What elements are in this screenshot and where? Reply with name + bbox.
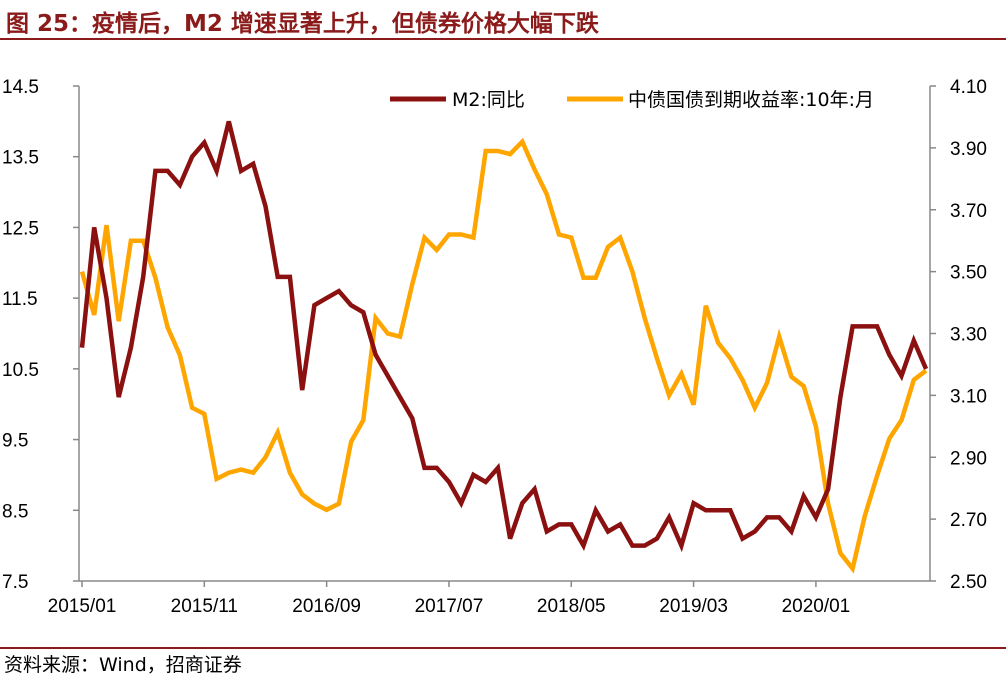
source-rule (0, 647, 1006, 649)
right-tick-label: 3.70 (950, 201, 987, 222)
yield-series-line (79, 137, 928, 574)
x-tick-label: 2015/01 (48, 596, 117, 617)
left-tick-label: 10.5 (2, 360, 39, 381)
x-tick-label: 2019/03 (659, 596, 728, 617)
legend-label-yield: 中债国债到期收益率:10年:月 (628, 89, 874, 111)
left-tick-label: 11.5 (2, 289, 38, 310)
left-tick-label: 12.5 (2, 218, 39, 239)
right-tick-label: 3.10 (950, 386, 987, 407)
left-tick-label: 8.5 (2, 501, 28, 522)
right-tick-label: 2.50 (950, 572, 987, 593)
legend: M2:同比 中债国债到期收益率:10年:月 (390, 89, 874, 111)
left-tick-label: 14.5 (2, 77, 39, 98)
x-tick-label: 2017/07 (415, 596, 484, 617)
title-rule (0, 38, 1006, 40)
right-tick-label: 4.10 (950, 77, 987, 98)
m2-series-line (79, 120, 929, 553)
right-tick-label: 2.70 (950, 510, 987, 531)
x-tick-label: 2015/11 (171, 596, 238, 617)
right-tick-label: 3.50 (950, 263, 987, 284)
right-tick-label: 3.90 (950, 139, 987, 160)
legend-label-m2: M2:同比 (452, 89, 525, 111)
x-tick-label: 2018/05 (537, 596, 606, 617)
left-tick-label: 13.5 (2, 148, 39, 169)
chart-title: 图 25：疫情后，M2 增速显著上升，但债券价格大幅下跌 (6, 11, 599, 37)
left-tick-label: 7.5 (2, 572, 28, 593)
left-tick-label: 9.5 (2, 431, 28, 452)
x-tick-label: 2020/01 (782, 596, 851, 617)
right-tick-label: 3.30 (950, 325, 987, 346)
source-note: 资料来源：Wind，招商证券 (4, 654, 242, 676)
right-tick-label: 2.90 (950, 448, 987, 469)
x-tick-label: 2016/09 (292, 596, 361, 617)
